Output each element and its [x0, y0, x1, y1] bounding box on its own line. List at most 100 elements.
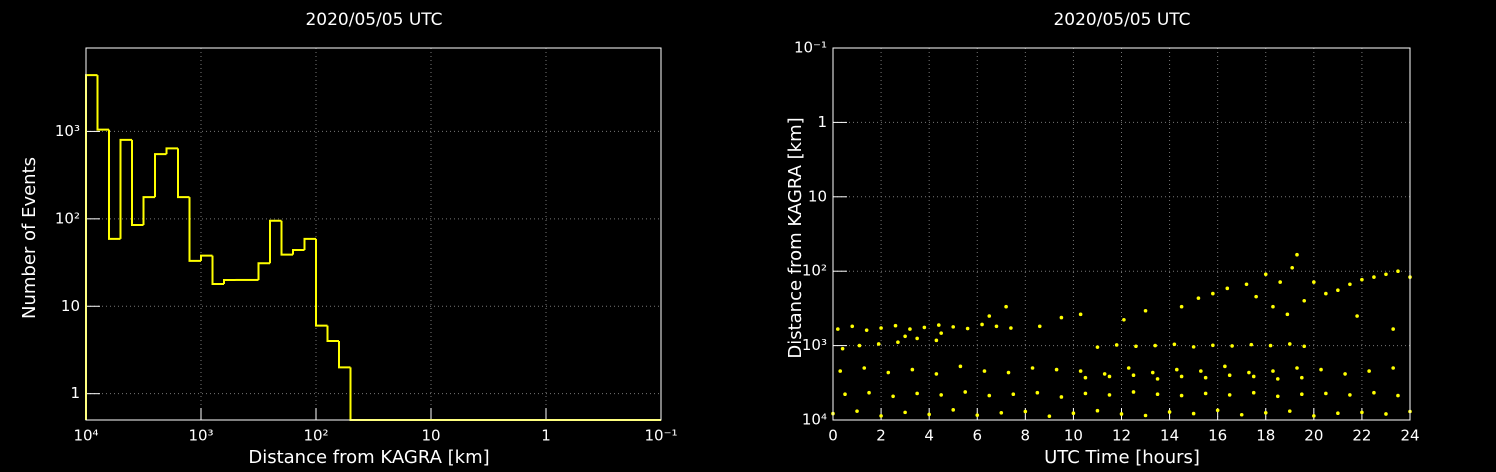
scatter-point — [1083, 391, 1088, 396]
scatter-point — [1107, 374, 1112, 379]
scatter-point — [999, 410, 1004, 415]
scatter-point — [1114, 343, 1119, 347]
scatter-point — [1035, 390, 1040, 395]
scatter-point — [1203, 375, 1208, 380]
scatter-point — [1131, 390, 1136, 394]
scatter-point — [1372, 275, 1376, 279]
scatter-point — [1275, 394, 1280, 399]
scatter-point — [1006, 370, 1011, 375]
scatter-point — [1295, 366, 1299, 370]
scatter-point — [1312, 280, 1316, 284]
scatter-point — [1336, 288, 1340, 292]
scatter-point — [838, 369, 843, 373]
y-tick-label: 10² — [55, 209, 80, 227]
scatter-point — [1083, 375, 1088, 380]
histogram-bin — [257, 262, 270, 280]
scatter-point — [908, 327, 912, 331]
scatter-point — [951, 325, 956, 329]
scatter-point — [1107, 393, 1112, 397]
scatter-point — [1244, 282, 1249, 287]
scatter-point — [982, 369, 987, 373]
scatter-point — [1230, 344, 1234, 348]
scatter-point — [1191, 411, 1196, 416]
scatter-point — [891, 394, 895, 399]
scatter-point — [1023, 409, 1028, 414]
scatter-point — [1278, 280, 1282, 284]
scatter-point — [1268, 343, 1273, 348]
scatter-point — [1131, 373, 1136, 378]
scatter-point — [843, 392, 847, 396]
x-tick-label: 20 — [1304, 427, 1323, 445]
scatter-point — [915, 336, 919, 341]
scatter-point — [1179, 304, 1184, 309]
scatter-point — [1143, 413, 1148, 418]
scatter-point — [1247, 370, 1251, 375]
scatter-point — [1095, 345, 1100, 349]
scatter-point — [958, 364, 963, 369]
x-tick-label: 10⁴ — [73, 427, 98, 445]
y-tick-label: 10³ — [55, 122, 80, 140]
scatter-point — [876, 342, 881, 346]
scatter-point — [1227, 393, 1232, 397]
histogram-bin — [315, 238, 328, 327]
scatter-point — [1254, 294, 1258, 299]
x-axis-title: Distance from KAGRA [km] — [248, 447, 489, 468]
histogram-bin — [153, 153, 167, 198]
x-tick-label: 12 — [1112, 427, 1131, 445]
x-tick-label: 10 — [421, 427, 440, 445]
scatter-point — [1360, 410, 1364, 415]
scatter-point — [1071, 411, 1076, 415]
scatter-point — [1179, 374, 1184, 379]
scatter-point — [1271, 369, 1275, 373]
scatter-point — [1211, 291, 1215, 296]
scatter-point — [1196, 296, 1201, 300]
scatter-point — [939, 331, 943, 335]
scatter-point — [903, 334, 907, 339]
scatter-point — [1134, 344, 1138, 349]
scatter-point — [1319, 367, 1323, 372]
scatter-point — [1047, 414, 1052, 419]
scatter-point — [1251, 390, 1256, 395]
scatter-point — [1179, 393, 1184, 398]
scatter-point — [1155, 377, 1160, 381]
scatter-point — [1239, 412, 1244, 417]
scatter-point — [1302, 299, 1307, 303]
x-tick-label: 18 — [1256, 427, 1275, 445]
x-tick-label: 6 — [972, 427, 982, 445]
x-tick-label: 24 — [1400, 427, 1419, 445]
scatter-point — [864, 328, 869, 332]
scatter-point — [936, 323, 941, 327]
scatter-point — [1102, 372, 1107, 376]
scatter-point — [1155, 392, 1160, 396]
scatter-point — [1059, 315, 1064, 320]
scatter-point — [1348, 393, 1352, 397]
scatter-point — [1391, 327, 1395, 331]
y-tick-label: 10³ — [802, 336, 827, 354]
histogram-bin — [188, 197, 201, 262]
scatter-point — [1290, 265, 1294, 270]
scatter-point — [862, 366, 867, 370]
scatter-point — [1150, 370, 1155, 375]
histogram-bin — [337, 341, 351, 369]
scatter-point — [951, 408, 956, 412]
plot-frame — [85, 47, 662, 421]
scatter-point — [1263, 410, 1268, 415]
x-tick-label: 0 — [828, 427, 838, 445]
chart-title: 2020/05/05 UTC — [1053, 10, 1190, 30]
histogram-bin — [222, 278, 236, 284]
scatter-point — [1223, 364, 1227, 369]
scatter-point — [1054, 367, 1059, 372]
scatter-point — [1030, 366, 1035, 370]
histogram-bin — [303, 237, 316, 251]
scatter-point — [1119, 412, 1124, 416]
histogram-bin — [349, 367, 363, 421]
scatter-point — [915, 391, 919, 396]
scatter-point — [879, 414, 883, 418]
x-tick-label: 10⁻¹ — [644, 427, 677, 445]
histogram-bin — [131, 139, 144, 227]
scatter-point — [1300, 375, 1304, 380]
histogram-bin — [268, 219, 282, 264]
scatter-point — [1336, 411, 1340, 415]
